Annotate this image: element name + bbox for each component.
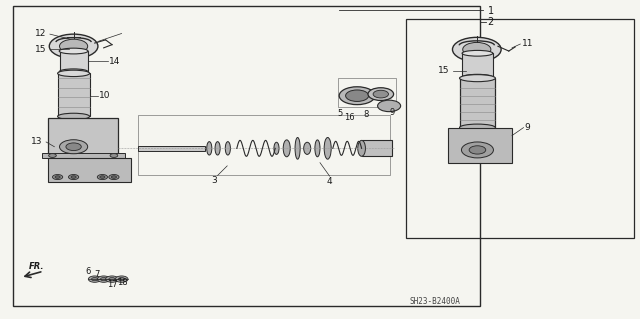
Text: 2: 2	[488, 17, 494, 27]
Circle shape	[68, 174, 79, 180]
Text: 3: 3	[211, 176, 217, 185]
Text: 17: 17	[108, 280, 118, 289]
Ellipse shape	[58, 70, 90, 77]
Ellipse shape	[462, 74, 493, 80]
Circle shape	[66, 143, 81, 151]
Text: 6: 6	[85, 267, 90, 276]
Bar	[406, 19, 634, 238]
Ellipse shape	[284, 140, 291, 157]
Text: 5: 5	[337, 109, 342, 118]
Circle shape	[339, 87, 375, 105]
Ellipse shape	[207, 142, 212, 155]
Circle shape	[109, 278, 115, 281]
Circle shape	[115, 276, 128, 282]
Ellipse shape	[460, 75, 495, 82]
Ellipse shape	[358, 140, 365, 156]
Circle shape	[60, 39, 88, 53]
Circle shape	[378, 100, 401, 112]
Circle shape	[346, 90, 369, 101]
Bar	[138, 146, 205, 151]
Ellipse shape	[315, 140, 320, 157]
Circle shape	[461, 142, 493, 158]
Circle shape	[97, 174, 108, 180]
Bar	[138, 115, 390, 175]
Bar	[13, 6, 480, 306]
Ellipse shape	[215, 142, 220, 155]
Text: 16: 16	[344, 113, 355, 122]
Text: 12: 12	[35, 29, 47, 38]
Circle shape	[92, 278, 98, 281]
Ellipse shape	[295, 137, 300, 159]
Circle shape	[60, 140, 88, 154]
Text: 9: 9	[389, 108, 394, 117]
Circle shape	[452, 37, 501, 62]
Ellipse shape	[462, 50, 493, 56]
Bar	[338, 78, 396, 107]
Text: SH23-B2400A: SH23-B2400A	[410, 297, 460, 306]
Circle shape	[106, 276, 118, 282]
Ellipse shape	[324, 137, 332, 159]
Bar	[42, 153, 125, 158]
Circle shape	[109, 174, 119, 180]
Circle shape	[71, 176, 76, 178]
Circle shape	[52, 174, 63, 180]
Text: 8: 8	[363, 110, 368, 119]
Circle shape	[88, 276, 101, 282]
Bar	[362, 140, 392, 156]
Ellipse shape	[304, 142, 311, 154]
Ellipse shape	[274, 142, 279, 154]
Text: 15: 15	[35, 45, 47, 54]
Circle shape	[100, 176, 105, 178]
Circle shape	[373, 90, 388, 98]
Text: 1: 1	[488, 6, 494, 16]
Text: 4: 4	[326, 177, 332, 186]
Text: 10: 10	[99, 91, 111, 100]
Text: FR.: FR.	[29, 262, 44, 271]
Text: 18: 18	[117, 278, 128, 287]
Circle shape	[463, 42, 491, 56]
Ellipse shape	[58, 113, 90, 120]
Text: 13: 13	[31, 137, 42, 146]
Bar	[462, 53, 493, 77]
Bar	[48, 158, 131, 182]
Bar	[60, 51, 88, 72]
Text: 15: 15	[438, 66, 450, 75]
Circle shape	[49, 34, 98, 58]
Circle shape	[111, 176, 116, 178]
Circle shape	[55, 176, 60, 178]
Circle shape	[469, 146, 486, 154]
Ellipse shape	[60, 48, 88, 54]
Ellipse shape	[460, 124, 495, 131]
Text: 9: 9	[525, 123, 531, 132]
Circle shape	[97, 276, 110, 282]
Circle shape	[118, 278, 125, 281]
Text: 11: 11	[522, 39, 533, 48]
Circle shape	[368, 88, 394, 100]
Circle shape	[110, 154, 118, 158]
Ellipse shape	[60, 69, 88, 75]
Bar	[460, 78, 495, 128]
Text: 14: 14	[109, 57, 120, 66]
Circle shape	[100, 278, 107, 281]
Bar	[48, 118, 118, 156]
Bar	[448, 128, 512, 163]
Text: 7: 7	[95, 270, 100, 279]
Ellipse shape	[225, 142, 230, 155]
Circle shape	[49, 154, 56, 158]
Bar	[58, 73, 90, 116]
